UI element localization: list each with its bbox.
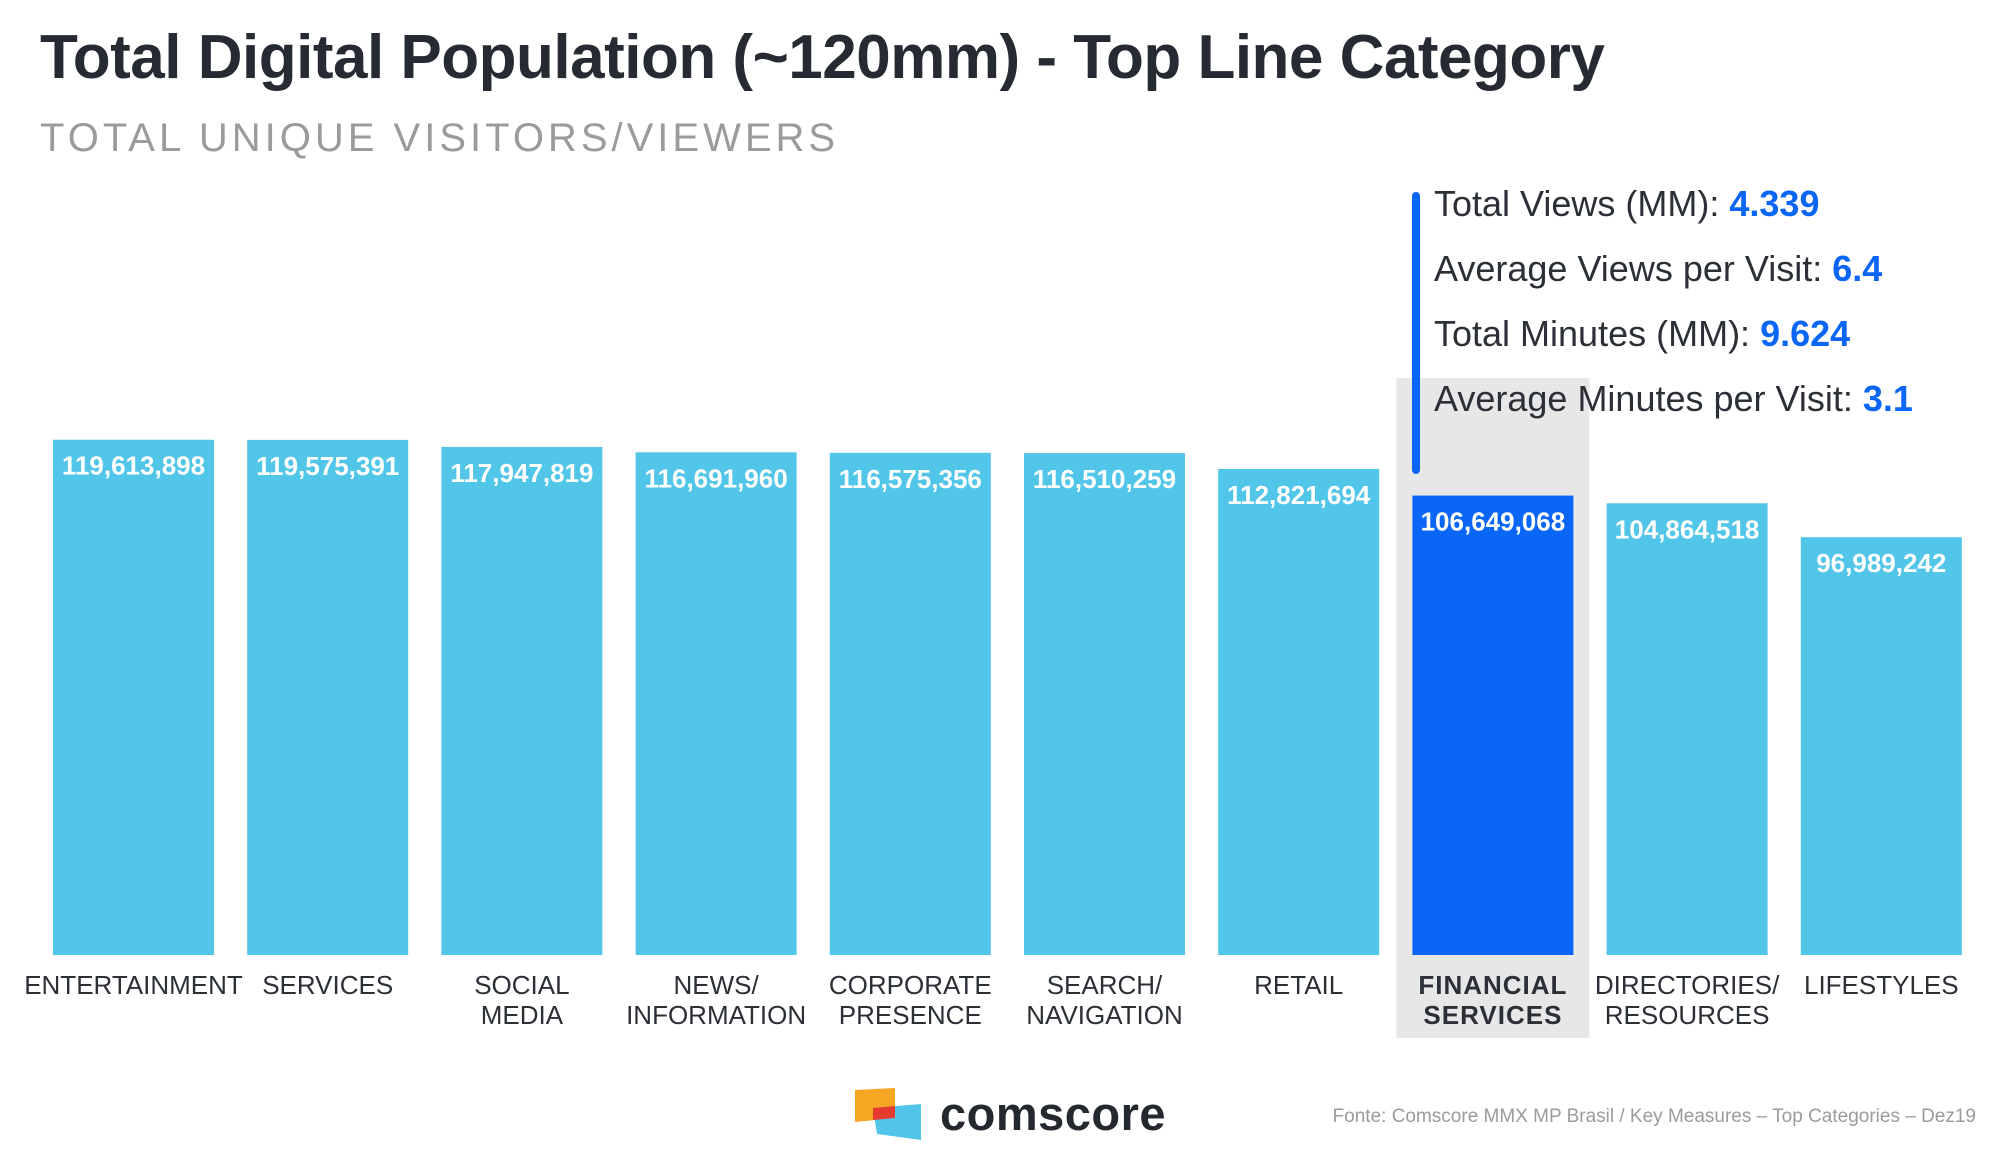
bar <box>1218 468 1380 955</box>
stat-label: Average Views per Visit: <box>1434 248 1833 289</box>
bar <box>441 446 603 955</box>
category-label: SEARCH/ <box>1047 970 1163 1000</box>
bar <box>635 452 797 955</box>
bar <box>1412 495 1574 955</box>
stat-value: 3.1 <box>1862 378 1913 419</box>
bar <box>1606 503 1768 955</box>
stat-avg-minutes-per-visit: Average Minutes per Visit: 3.1 <box>1434 373 1913 438</box>
category-label: RESOURCES <box>1605 1000 1770 1030</box>
category-label: SERVICES <box>1423 1000 1562 1030</box>
category-label: RETAIL <box>1254 970 1343 1000</box>
brand-name: comscore <box>940 1087 1167 1140</box>
data-label: 106,649,068 <box>1421 507 1566 537</box>
data-label: 119,575,391 <box>256 451 399 481</box>
comscore-logo-icon <box>855 1088 921 1140</box>
stat-value: 6.4 <box>1832 248 1883 289</box>
data-label: 119,613,898 <box>62 451 205 481</box>
data-label: 117,947,819 <box>450 458 593 488</box>
category-label: ENTERTAINMENT <box>24 970 243 1000</box>
bar <box>53 439 214 956</box>
stat-total-views: Total Views (MM): 4.339 <box>1434 178 1913 243</box>
stat-avg-views-per-visit: Average Views per Visit: 6.4 <box>1434 243 1913 308</box>
stat-label: Average Minutes per Visit: <box>1434 378 1863 419</box>
data-label: 116,510,259 <box>1033 464 1176 494</box>
stat-label: Total Views (MM): <box>1434 183 1730 224</box>
category-label: CORPORATE <box>829 970 992 1000</box>
data-label: 116,691,960 <box>645 463 788 493</box>
stat-value: 4.339 <box>1729 183 1820 224</box>
source-note: Fonte: Comscore MMX MP Brasil / Key Meas… <box>1332 1106 1976 1127</box>
category-label: LIFESTYLES <box>1804 970 1959 1000</box>
bar <box>1024 453 1185 955</box>
category-label: NEWS/ <box>673 970 759 1000</box>
bar <box>247 439 409 955</box>
data-label: 116,575,356 <box>839 464 982 494</box>
data-label: 104,864,518 <box>1615 514 1760 544</box>
page-subtitle: TOTAL UNIQUE VISITORS/VIEWERS <box>40 116 840 160</box>
stat-value: 9.624 <box>1760 313 1851 354</box>
category-label: SERVICES <box>262 970 393 1000</box>
category-label: FINANCIAL <box>1418 970 1567 1000</box>
category-label: INFORMATION <box>626 1000 806 1030</box>
bar <box>829 452 991 955</box>
category-label: NAVIGATION <box>1026 1000 1183 1030</box>
stats-panel: Total Views (MM): 4.339 Average Views pe… <box>1434 178 1913 438</box>
page-title: Total Digital Population (~120mm) - Top … <box>40 23 1605 92</box>
stat-label: Total Minutes (MM): <box>1434 313 1761 354</box>
category-label: SOCIAL <box>474 970 569 1000</box>
data-label: 96,989,242 <box>1816 548 1946 578</box>
bar-chart: 119,613,898 ENTERTAINMENT 119,575,391 SERVI… <box>24 378 1962 1038</box>
data-label: 112,821,694 <box>1227 480 1371 510</box>
category-label: DIRECTORIES/ <box>1595 970 1780 1000</box>
bar <box>1800 537 1962 955</box>
stat-total-minutes: Total Minutes (MM): 9.624 <box>1434 308 1913 373</box>
category-label: MEDIA <box>481 1000 564 1030</box>
category-label: PRESENCE <box>839 1000 982 1030</box>
stats-accent-bar <box>1412 192 1420 474</box>
